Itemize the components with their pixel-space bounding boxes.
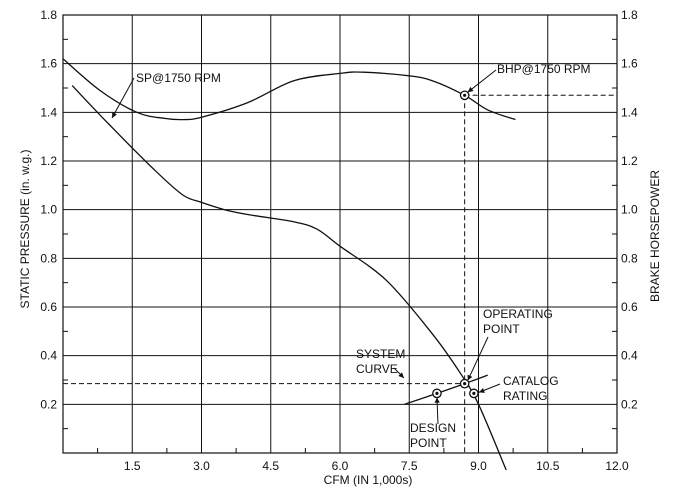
y-tick-label-right: 1.8 xyxy=(621,8,638,22)
sp-leader xyxy=(111,77,135,119)
y-tick-label-right: 0.6 xyxy=(621,300,638,314)
point-marker-catalog-rating xyxy=(469,388,479,399)
x-tick-labels: 1.5 3.0 4.5 6.0 7.5 9.0 10.5 12.0 xyxy=(124,459,629,473)
dashed-guide-lines xyxy=(63,94,617,453)
x-axis-title: CFM (IN 1,000s) xyxy=(324,473,413,487)
catalog-leader-arrowhead xyxy=(478,387,485,393)
x-tick-label: 10.5 xyxy=(536,459,560,473)
y-axis-title-right: BRAKE HORSEPOWER xyxy=(648,170,662,302)
point-marker-bhp-1750-rpm xyxy=(459,90,470,101)
sp-curve-label: SP@1750 RPM xyxy=(136,71,221,85)
x-tick-label: 9.0 xyxy=(470,459,487,473)
sp-leader-arrowhead xyxy=(112,112,117,118)
y-tick-label-left: 0.4 xyxy=(40,349,57,363)
y-axis-title-left: STATIC PRESSURE (in. w.g.) xyxy=(18,150,32,309)
curves xyxy=(62,58,516,471)
y-tick-label-left: 1.4 xyxy=(40,105,57,119)
y-tick-label-left: 1.2 xyxy=(40,154,57,168)
operating-point-label-line1: OPERATING xyxy=(483,307,553,321)
series-sp-1750-rpm xyxy=(71,85,507,471)
point-marker-design-point xyxy=(432,388,442,399)
bhp-curve-label: BHP@1750 RPM xyxy=(497,62,591,76)
x-tick-label: 1.5 xyxy=(124,459,141,473)
x-tick-label: 4.5 xyxy=(262,459,279,473)
y-tick-label-left: 0.2 xyxy=(40,397,57,411)
point-markers xyxy=(432,90,479,399)
y-tick-label-left: 0.6 xyxy=(40,300,57,314)
y-tick-label-left: 1.6 xyxy=(40,57,57,71)
design-point-label-line1: DESIGN xyxy=(410,421,456,435)
y-tick-label-right: 0.8 xyxy=(621,251,638,265)
y-tick-label-right: 1.0 xyxy=(621,203,638,217)
design-point-label-line2: POINT xyxy=(410,436,447,450)
plot-frame xyxy=(62,14,618,454)
x-tick-label: 3.0 xyxy=(193,459,210,473)
system-curve-label-line2: CURVE xyxy=(356,362,398,376)
y-tick-label-left: 1.0 xyxy=(40,203,57,217)
operating-point-label-line2: POINT xyxy=(483,322,520,336)
y-tick-label-left: 0.8 xyxy=(40,251,57,265)
x-tick-label: 12.0 xyxy=(605,459,629,473)
y-tick-label-right: 1.6 xyxy=(621,57,638,71)
operating-leader xyxy=(467,336,489,381)
series-bhp-1750-rpm xyxy=(62,58,516,121)
y-tick-label-right: 0.4 xyxy=(621,349,638,363)
y-tick-label-right: 0.2 xyxy=(621,397,638,411)
y-tick-labels-right: 0.2 0.4 0.6 0.8 1.0 1.2 1.4 1.6 1.8 xyxy=(621,8,638,411)
operating-leader-arrowhead xyxy=(467,374,473,381)
design-leader-arrowhead xyxy=(434,397,440,403)
annotation-leaders xyxy=(111,69,501,425)
bhp-leader xyxy=(467,69,497,93)
system-curve-label-line1: SYSTEM xyxy=(356,347,405,361)
y-tick-labels-left: 0.2 0.4 0.6 0.8 1.0 1.2 1.4 1.6 1.8 xyxy=(40,8,57,411)
bhp-leader-arrowhead xyxy=(467,86,474,93)
x-tick-label: 7.5 xyxy=(401,459,418,473)
series-system-curve xyxy=(404,374,488,405)
catalog-rating-label-line1: CATALOG xyxy=(503,374,559,388)
point-marker-operating-point xyxy=(459,378,470,389)
system-leader-arrowhead xyxy=(398,372,404,378)
catalog-rating-label-line2: RATING xyxy=(503,389,547,403)
x-tick-label: 6.0 xyxy=(332,459,349,473)
minor-tick-marks xyxy=(63,38,617,453)
y-tick-label-right: 1.4 xyxy=(621,105,638,119)
y-tick-label-left: 1.8 xyxy=(40,8,57,22)
y-tick-label-right: 1.2 xyxy=(621,154,638,168)
